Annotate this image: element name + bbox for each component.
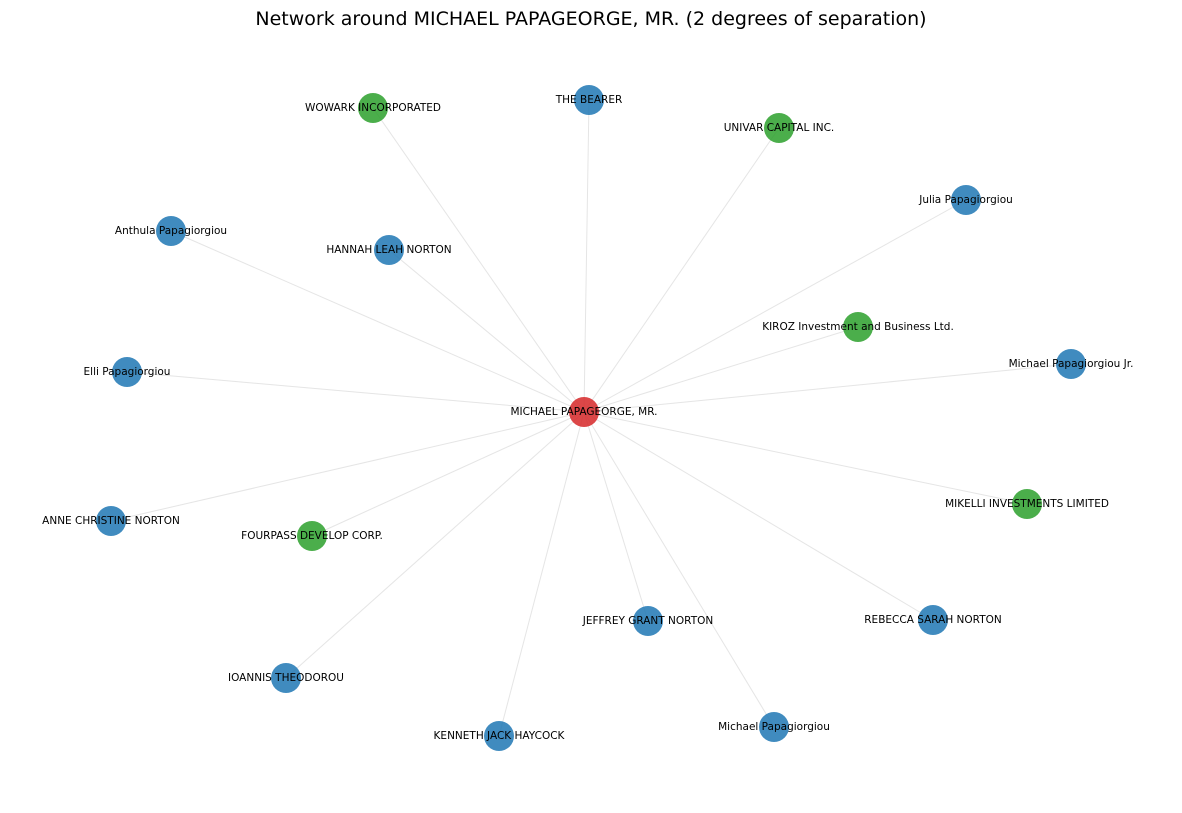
- node-label: FOURPASS DEVELOP CORP.: [241, 530, 383, 542]
- edge-kenneth-jack-haycock: [498, 411, 585, 737]
- node-elli-papagiorgiou: Elli Papagiorgiou: [84, 357, 171, 387]
- edge-layer: [110, 99, 1072, 737]
- node-kiroz-investment-and-business-ltd: KIROZ Investment and Business Ltd.: [762, 312, 954, 342]
- edge-jeffrey-grant-norton: [583, 411, 649, 622]
- edge-michael-papagiorgiou-jr: [583, 363, 1072, 413]
- node-label: JEFFREY GRANT NORTON: [582, 615, 713, 627]
- edge-ioannis-theodorou: [285, 411, 585, 679]
- node-circle: [358, 93, 388, 123]
- node-label: HANNAH LEAH NORTON: [326, 244, 451, 256]
- node-michael-papagiorgiou: Michael Papagiorgiou: [718, 712, 830, 742]
- node-label: Michael Papagiorgiou: [718, 721, 830, 733]
- node-label: MICHAEL PAPAGEORGE, MR.: [511, 406, 658, 418]
- node-label: IOANNIS THEODOROU: [228, 672, 344, 684]
- node-label: WOWARK INCORPORATED: [305, 102, 441, 114]
- node-circle: [574, 85, 604, 115]
- center-node-michael-papageorge-mr: MICHAEL PAPAGEORGE, MR.: [511, 397, 658, 427]
- node-circle: [633, 606, 663, 636]
- node-hannah-leah-norton: HANNAH LEAH NORTON: [326, 235, 452, 265]
- node-mikelli-investments-limited: MIKELLI INVESTMENTS LIMITED: [945, 489, 1109, 519]
- node-michael-papagiorgiou-jr: Michael Papagiorgiou Jr.: [1009, 349, 1134, 379]
- edge-kiroz-investment-and-business-ltd: [583, 326, 859, 413]
- node-kenneth-jack-haycock: KENNETH JACK HAYCOCK: [434, 721, 566, 751]
- edge-univar-capital-inc: [583, 127, 780, 413]
- node-label: THE BEARER: [555, 94, 623, 106]
- node-julia-papagiorgiou: Julia Papagiorgiou: [918, 185, 1013, 215]
- node-label: Julia Papagiorgiou: [918, 194, 1013, 206]
- node-circle: [918, 605, 948, 635]
- node-anne-christine-norton: ANNE CHRISTINE NORTON: [42, 506, 180, 536]
- node-the-bearer: THE BEARER: [555, 85, 623, 115]
- node-label: Michael Papagiorgiou Jr.: [1009, 358, 1134, 370]
- node-ioannis-theodorou: IOANNIS THEODOROU: [228, 663, 344, 693]
- node-circle: [759, 712, 789, 742]
- edge-anthula-papagiorgiou: [170, 230, 585, 413]
- node-circle: [764, 113, 794, 143]
- node-circle: [156, 216, 186, 246]
- node-circle: [96, 506, 126, 536]
- edge-fourpass-develop-corp: [311, 411, 585, 537]
- node-label: ANNE CHRISTINE NORTON: [42, 515, 180, 527]
- node-circle: [843, 312, 873, 342]
- node-circle: [297, 521, 327, 551]
- node-label: KENNETH JACK HAYCOCK: [434, 730, 566, 742]
- node-circle: [112, 357, 142, 387]
- diagram-title: Network around MICHAEL PAPAGEORGE, MR. (…: [255, 8, 927, 30]
- node-rebecca-sarah-norton: REBECCA SARAH NORTON: [864, 605, 1002, 635]
- node-circle: [484, 721, 514, 751]
- node-fourpass-develop-corp: FOURPASS DEVELOP CORP.: [241, 521, 383, 551]
- node-circle: [374, 235, 404, 265]
- node-circle: [951, 185, 981, 215]
- edge-michael-papagiorgiou: [583, 411, 775, 728]
- node-label: Anthula Papagiorgiou: [115, 225, 227, 237]
- node-circle: [1056, 349, 1086, 379]
- node-label: REBECCA SARAH NORTON: [864, 614, 1001, 626]
- node-circle: [271, 663, 301, 693]
- edge-julia-papagiorgiou: [583, 199, 967, 413]
- node-label: Elli Papagiorgiou: [84, 366, 171, 378]
- node-circle: [1012, 489, 1042, 519]
- node-anthula-papagiorgiou: Anthula Papagiorgiou: [115, 216, 227, 246]
- edge-mikelli-investments-limited: [583, 411, 1028, 505]
- edge-the-bearer: [583, 99, 590, 413]
- node-label: UNIVAR CAPITAL INC.: [724, 122, 835, 134]
- edge-anne-christine-norton: [110, 411, 585, 522]
- node-univar-capital-inc: UNIVAR CAPITAL INC.: [724, 113, 835, 143]
- edge-rebecca-sarah-norton: [583, 411, 934, 621]
- node-layer: MICHAEL PAPAGEORGE, MR. WOWARK INCORPORAT…: [42, 85, 1133, 751]
- edge-wowark-incorporated: [372, 107, 585, 413]
- edge-hannah-leah-norton: [388, 249, 585, 413]
- node-label: KIROZ Investment and Business Ltd.: [762, 321, 954, 333]
- node-circle: [569, 397, 599, 427]
- node-label: MIKELLI INVESTMENTS LIMITED: [945, 498, 1109, 510]
- node-wowark-incorporated: WOWARK INCORPORATED: [305, 93, 441, 123]
- edge-elli-papagiorgiou: [126, 371, 585, 413]
- node-jeffrey-grant-norton: JEFFREY GRANT NORTON: [582, 606, 713, 636]
